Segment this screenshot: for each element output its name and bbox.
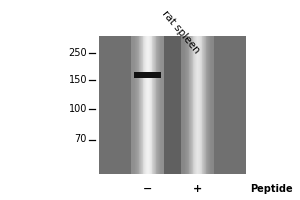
Bar — [195, 36, 196, 174]
Bar — [162, 36, 163, 174]
Bar — [200, 36, 201, 174]
Bar — [192, 36, 193, 174]
Bar — [212, 36, 213, 174]
Bar — [146, 36, 147, 174]
Bar — [208, 36, 209, 174]
Bar — [196, 36, 197, 174]
Bar — [181, 36, 182, 174]
Bar — [211, 36, 212, 174]
Bar — [147, 36, 148, 174]
Text: +: + — [193, 184, 202, 194]
Bar — [213, 36, 214, 174]
Text: 250: 250 — [68, 48, 87, 58]
Text: Peptide: Peptide — [250, 184, 292, 194]
Bar — [131, 36, 132, 174]
Bar — [140, 36, 141, 174]
Bar — [160, 36, 161, 174]
Bar — [156, 36, 157, 174]
Bar — [135, 36, 136, 174]
Bar — [160, 36, 161, 174]
Text: 100: 100 — [69, 104, 87, 114]
Bar — [143, 36, 144, 174]
Bar — [137, 36, 138, 174]
Bar — [134, 72, 161, 78]
Bar — [163, 36, 164, 174]
Bar — [202, 36, 203, 174]
Bar — [150, 36, 151, 174]
Text: −: − — [143, 184, 152, 194]
Bar — [194, 36, 195, 174]
Bar — [159, 36, 160, 174]
Bar — [148, 36, 149, 174]
Bar — [183, 36, 184, 174]
Bar — [197, 36, 198, 174]
Bar — [161, 36, 162, 174]
Bar — [198, 36, 199, 174]
Bar — [152, 36, 153, 174]
Bar — [185, 36, 186, 174]
Bar — [206, 36, 207, 174]
Bar — [201, 36, 202, 174]
Bar — [164, 36, 181, 174]
Bar — [138, 36, 139, 174]
Bar — [205, 36, 206, 174]
Text: rat spleen: rat spleen — [160, 9, 202, 55]
Bar — [136, 36, 137, 174]
Bar — [157, 36, 158, 174]
Bar — [203, 36, 204, 174]
Bar — [204, 36, 205, 174]
Bar — [207, 36, 208, 174]
Bar — [142, 36, 143, 174]
Bar — [145, 36, 146, 174]
Bar — [188, 36, 189, 174]
Bar — [158, 36, 159, 174]
Bar — [209, 36, 210, 174]
Bar — [151, 36, 152, 174]
Bar — [141, 36, 142, 174]
Bar — [182, 36, 183, 174]
Bar — [149, 36, 150, 174]
Bar — [191, 36, 192, 174]
Bar — [144, 36, 145, 174]
Bar — [214, 36, 246, 174]
Text: 150: 150 — [68, 75, 87, 85]
Bar — [189, 36, 190, 174]
Bar — [193, 36, 194, 174]
Bar — [187, 36, 188, 174]
Bar — [99, 36, 131, 174]
Bar — [153, 36, 154, 174]
Bar — [155, 36, 156, 174]
Bar — [133, 36, 134, 174]
Text: 70: 70 — [75, 134, 87, 144]
Bar — [132, 36, 133, 174]
Bar — [154, 36, 155, 174]
Bar — [210, 36, 211, 174]
Bar — [184, 36, 185, 174]
Bar — [190, 36, 191, 174]
Bar — [139, 36, 140, 174]
Bar — [134, 36, 135, 174]
Bar — [199, 36, 200, 174]
Bar — [186, 36, 187, 174]
